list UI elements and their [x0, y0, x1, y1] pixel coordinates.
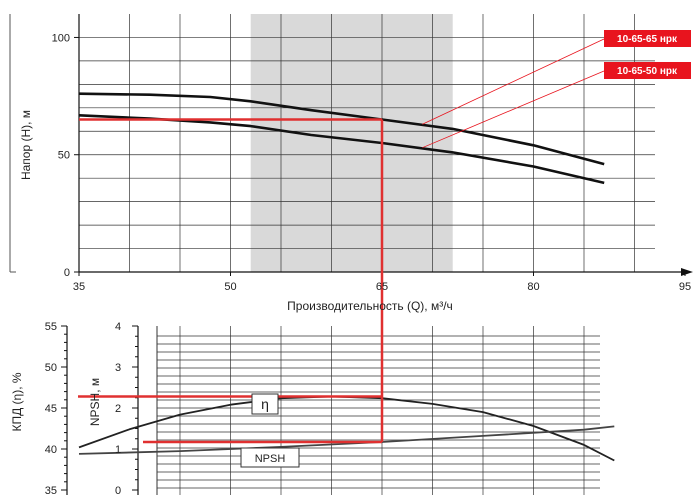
npsh-tick-label: 1 [115, 444, 121, 456]
y-tick-label: 50 [58, 150, 70, 162]
efficiency-tick-label: 35 [45, 485, 57, 495]
x-tick-label: 95 [679, 281, 691, 293]
legend-label-50: 10-65-50 нрк [617, 66, 678, 77]
legend-label-65: 10-65-65 нрк [617, 34, 678, 45]
npsh-tick-label: 3 [115, 362, 121, 374]
x-axis-arrow [681, 268, 693, 276]
efficiency-tick-label: 55 [45, 321, 57, 333]
legend-badge-65: 10-65-65 нрк [604, 30, 691, 47]
head-curve-65 [78, 92, 605, 166]
leader-line-65 [422, 38, 605, 125]
legend-badge-50: 10-65-50 нрк [604, 62, 691, 79]
x-tick-label: 80 [527, 281, 539, 293]
y-axis-title-efficiency: КПД (η), % [10, 372, 24, 431]
efficiency-tick-label: 45 [45, 403, 57, 415]
efficiency-tick-label: 50 [45, 362, 57, 374]
y-tick-label: 0 [64, 267, 70, 279]
npsh-tick-label: 4 [115, 321, 121, 333]
x-tick-label: 50 [224, 281, 236, 293]
y-axis-title-npsh: NPSH, м [88, 378, 102, 426]
x-tick-label: 65 [376, 281, 388, 293]
eta-label: η [261, 396, 269, 412]
npsh-label: NPSH [255, 453, 286, 465]
shaded-region [250, 14, 453, 272]
eta-label-box: η [251, 393, 279, 415]
x-axis-title: Производительность (Q), м³/ч [287, 299, 453, 313]
npsh-tick-label: 0 [115, 485, 121, 495]
y-axis-title-head: Напор (H), м [19, 110, 33, 180]
npsh-tick-label: 2 [115, 403, 121, 415]
x-tick-label: 35 [73, 281, 85, 293]
y-tick-label: 100 [52, 32, 70, 44]
leader-line-50 [422, 70, 605, 149]
npsh-label-box: NPSH [240, 447, 300, 468]
efficiency-tick-label: 40 [45, 444, 57, 456]
